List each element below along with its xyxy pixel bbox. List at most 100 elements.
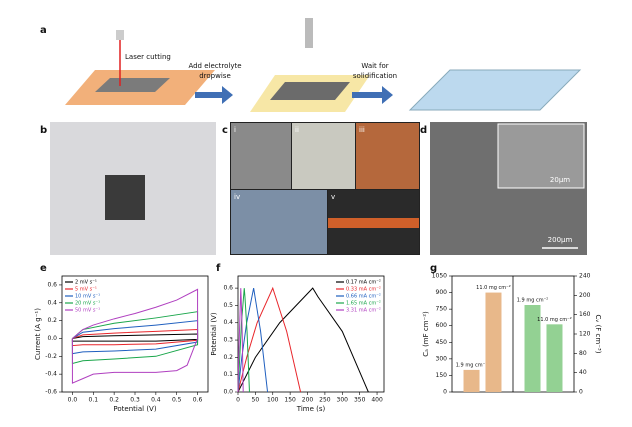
x-tick-label: 250 [319, 397, 331, 404]
y2-tick-label: 0 [579, 389, 583, 396]
x-axis-title: Potential (V) [113, 405, 156, 413]
y-tick-label: 0.1 [223, 371, 233, 378]
laser-head [116, 30, 124, 40]
x-tick-label: 0.0 [68, 397, 78, 404]
step-text: Add electrolyte [188, 62, 241, 70]
y-tick-label: -0.4 [45, 371, 57, 378]
x-tick-label: 50 [252, 397, 260, 404]
photo [292, 123, 355, 189]
y-tick-label: 0.4 [47, 299, 57, 306]
y-tick-label: 0.4 [223, 319, 233, 326]
panel-label: a [40, 25, 47, 36]
y-tick-label: 0.0 [47, 335, 57, 342]
foil [95, 78, 170, 92]
x-tick-label: 300 [337, 397, 349, 404]
legend-label: 0.17 mA cm⁻² [346, 280, 381, 286]
panel-label: g [430, 263, 437, 274]
x-tick-label: 0.1 [89, 397, 99, 404]
y-tick-label: 0 [443, 389, 447, 396]
x-tick-label: 100 [267, 397, 279, 404]
y2-tick-label: 120 [579, 331, 591, 338]
series-line [237, 288, 250, 393]
y2-tick-label: 40 [579, 369, 587, 376]
y-axis-title: Current (A g⁻¹) [34, 308, 42, 360]
photo [356, 123, 419, 189]
panel-label: c [222, 125, 228, 136]
subpanel-label: v [331, 193, 335, 201]
bar-label: 11.0 mg cm⁻² [476, 285, 511, 291]
y-tick-label: 450 [436, 339, 448, 346]
y-tick-label: 0.3 [223, 337, 233, 344]
series-line [237, 286, 302, 393]
y-tick-label: -0.6 [45, 389, 57, 396]
x-tick-label: 350 [354, 397, 366, 404]
x-tick-label: 400 [371, 397, 383, 404]
legend-label: 10 mV s⁻¹ [75, 294, 100, 300]
subpanel-label: ii [295, 126, 299, 134]
scale-bar-label: 20µm [550, 176, 570, 184]
y2-tick-label: 200 [579, 292, 591, 299]
panel-label: d [420, 125, 427, 136]
x-tick-label: 0.5 [172, 397, 182, 404]
y-tick-label: 0.6 [47, 281, 57, 288]
bar [463, 369, 480, 392]
photo [231, 123, 291, 189]
y-tick-label: 150 [436, 372, 448, 379]
x-tick-label: 200 [302, 397, 314, 404]
legend-label: 20 mV s⁻¹ [75, 301, 100, 307]
bar [546, 324, 563, 392]
subpanel-label: iv [234, 193, 240, 201]
device-photo [105, 175, 145, 220]
panel-label: f [216, 263, 221, 274]
photo [231, 190, 327, 254]
x-tick-label: 150 [284, 397, 296, 404]
arrow [352, 86, 393, 104]
electrode [270, 82, 350, 100]
x-tick-label: 0.3 [130, 397, 140, 404]
y-tick-label: 600 [436, 322, 448, 329]
legend-label: 5 mV s⁻¹ [75, 287, 97, 293]
legend-label: 1.65 mA cm⁻² [346, 301, 381, 307]
y2-axis-title: Cᵥ (F cm⁻³) [594, 315, 602, 354]
legend-label: 50 mV s⁻¹ [75, 308, 100, 314]
y-tick-label: 300 [436, 355, 448, 362]
pipette [305, 18, 313, 48]
bar-label: 11.0 mg cm⁻² [537, 317, 572, 323]
plot-frame [237, 275, 385, 393]
y-tick-label: 750 [436, 306, 448, 313]
sem-inset [497, 123, 585, 189]
step-text: dropwise [199, 72, 231, 80]
series-line [237, 287, 369, 393]
y-tick-label: 900 [436, 289, 448, 296]
panel-label: e [40, 263, 47, 274]
series-line [71, 311, 199, 365]
series-line [237, 288, 269, 393]
subpanel-label: iii [359, 126, 365, 134]
y-tick-label: 0.0 [223, 389, 233, 396]
y-tick-label: 1050 [432, 273, 447, 280]
scale-bar-label: 200µm [548, 236, 573, 244]
bar-label: 1.9 mg cm⁻² [517, 298, 548, 304]
series-line [237, 288, 244, 393]
y-axis-title: Potential (V) [210, 312, 218, 355]
device [408, 69, 582, 111]
step-text: solidification [353, 72, 397, 80]
step-text: Wait for [361, 62, 388, 70]
bar [485, 292, 502, 392]
y-axis-title: Cₐ (mF cm⁻²) [422, 311, 430, 357]
y2-tick-label: 160 [579, 311, 591, 318]
panel-label: b [40, 125, 47, 136]
y2-tick-label: 80 [579, 350, 587, 357]
arrow [195, 86, 233, 104]
legend-label: 0.66 mA cm⁻² [346, 294, 381, 300]
x-tick-label: 0.6 [193, 397, 203, 404]
subpanel-label: i [234, 126, 236, 134]
y-tick-label: 0.6 [223, 285, 233, 292]
x-tick-label: 0.2 [109, 397, 119, 404]
y-tick-label: 0.2 [47, 317, 57, 324]
legend-label: 3.31 mA cm⁻² [346, 308, 381, 314]
step-text: Laser cutting [125, 53, 171, 61]
bar [524, 305, 541, 392]
x-tick-label: 0 [236, 397, 240, 404]
series-line [71, 288, 199, 384]
